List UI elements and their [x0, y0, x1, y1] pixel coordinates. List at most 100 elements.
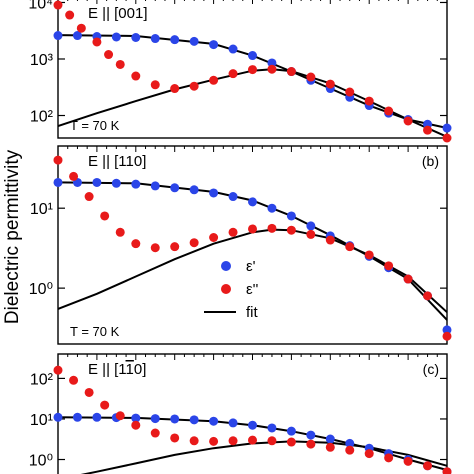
eps-imag-point [115, 227, 125, 237]
eps-real-point [92, 412, 102, 422]
eps-imag-point [170, 242, 180, 252]
eps-imag-point [306, 439, 316, 449]
eps-real-point [170, 414, 180, 424]
eps-real-point [345, 438, 355, 448]
eps-imag-point [100, 211, 110, 221]
eps-imag-point [423, 291, 433, 301]
y-tick-label: 10² [30, 371, 54, 388]
eps-real-point [248, 51, 257, 61]
y-tick-label: 10⁰ [29, 281, 53, 298]
panel-frame [57, 0, 448, 139]
eps-imag-point [248, 65, 257, 75]
eps-imag-point [248, 224, 257, 234]
eps-imag-point [228, 69, 238, 79]
eps-imag-point [442, 331, 452, 341]
eps-imag-point [131, 420, 141, 430]
eps-imag-point [100, 400, 110, 410]
eps-real-point [248, 420, 257, 430]
eps-imag-point [345, 242, 355, 252]
panel-title: E || [110] [88, 361, 146, 378]
legend-eps-imag-label: ε'' [246, 281, 259, 298]
eps-imag-point [423, 125, 433, 135]
panel-3: 10⁰ 10¹ 10² E || [110] (c) [29, 353, 452, 474]
eps-imag-point [364, 449, 374, 459]
eps-imag-point [209, 232, 219, 242]
eps-imag-point [53, 365, 63, 375]
eps-real-point [53, 412, 63, 422]
eps-imag-point [267, 64, 277, 74]
eps-imag-point [325, 235, 335, 245]
eps-imag-point [150, 428, 160, 438]
eps-imag-point [189, 436, 199, 446]
eps-imag-point [442, 467, 452, 474]
eps-imag-point [384, 261, 394, 271]
eps-real-point [189, 36, 199, 46]
panels-group: 10² 10³ 10⁴ E || [001] T = 70 K 10⁰ 10¹ E || [1… [28, 0, 452, 474]
eps-imag-point [286, 67, 296, 77]
eps-imag-point [150, 80, 160, 90]
eps-real-point [53, 31, 63, 41]
eps-imag-point [286, 437, 296, 447]
eps-real-point [325, 434, 335, 444]
eps-imag-point [442, 133, 452, 143]
panel-title-end: 0] [134, 361, 147, 378]
y-tick-label: 10³ [30, 52, 54, 69]
eps-imag-point [384, 453, 394, 463]
eps-real-point [189, 415, 199, 425]
eps-imag-point [170, 433, 180, 443]
panel-label: (c) [423, 361, 439, 377]
fit-line-2 [57, 68, 448, 138]
eps-imag-point [84, 387, 94, 397]
eps-real-point [286, 211, 296, 221]
temperature-label: T = 70 K [70, 324, 120, 339]
panel-title: E || [001] [88, 5, 148, 22]
eps-imag-point [228, 436, 238, 446]
eps-real-point [209, 40, 219, 50]
eps-imag-point [403, 456, 413, 466]
y-tick-label: 10⁰ [29, 453, 53, 470]
legend-eps-real-label: ε' [246, 258, 256, 275]
y-tick-label: 10¹ [30, 412, 53, 429]
eps-real-point [170, 183, 180, 193]
legend: ε' ε'' fit [204, 258, 259, 321]
eps-imag-point [170, 84, 180, 94]
eps-imag-point [423, 461, 433, 471]
eps-imag-point [115, 59, 125, 69]
eps-imag-point [384, 106, 394, 116]
eps-real-point [131, 33, 141, 43]
legend-fit-label: fit [246, 304, 259, 321]
eps-imag-point [209, 75, 219, 85]
eps-real-point [306, 221, 316, 231]
eps-real-point [189, 185, 199, 195]
eps-imag-point [84, 192, 94, 202]
eps-real-point [150, 414, 160, 424]
eps-real-point [111, 32, 121, 42]
eps-imag-point [53, 155, 63, 165]
eps-imag-point [306, 72, 316, 82]
y-tick-label: 10¹ [30, 201, 53, 218]
eps-real-point [228, 418, 238, 428]
eps-imag-point [189, 81, 199, 91]
eps-real-point [306, 430, 316, 440]
eps-imag-point [53, 0, 63, 10]
eps-imag-point [325, 79, 335, 89]
eps-imag-point [131, 71, 141, 81]
eps-imag-point [306, 229, 316, 239]
eps-real-point [111, 178, 121, 188]
y-tick-label: 10² [30, 109, 54, 126]
fit-line-2 [57, 228, 448, 313]
eps-real-point [267, 58, 277, 68]
eps-real-point [248, 197, 257, 207]
eps-real-point [72, 412, 82, 422]
eps-real-point [209, 416, 219, 426]
temperature-label: T = 70 K [70, 118, 120, 133]
eps-imag-point [104, 50, 114, 60]
eps-imag-point [69, 171, 79, 181]
eps-imag-point [364, 96, 374, 106]
eps-imag-point [209, 436, 219, 446]
shared-y-label: Dielectric permittivity [2, 149, 23, 324]
legend-eps-imag-marker [221, 284, 231, 294]
eps-real-point [228, 44, 238, 54]
eps-imag-point [364, 250, 374, 260]
eps-imag-point [189, 238, 199, 248]
